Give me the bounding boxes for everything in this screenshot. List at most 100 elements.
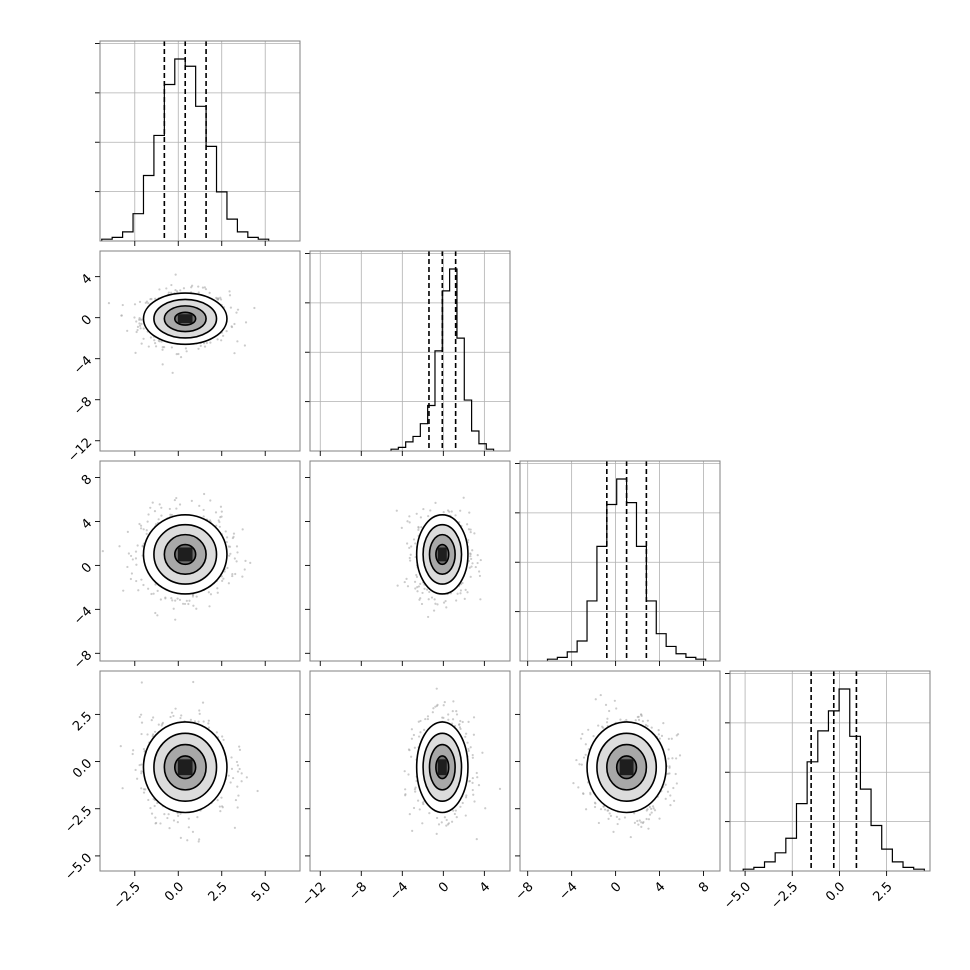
scatter-point xyxy=(602,726,605,729)
frame-3-1 xyxy=(309,670,511,872)
scatter-point xyxy=(410,737,414,740)
scatter-point xyxy=(637,718,641,721)
scatter-point xyxy=(650,807,653,811)
scatter-point xyxy=(185,350,188,353)
scatter-point xyxy=(603,808,607,811)
scatter-point xyxy=(133,316,136,319)
scatter-point xyxy=(136,544,139,547)
scatter-point xyxy=(230,767,234,770)
hist-panel-1 xyxy=(305,250,511,456)
scatter-point xyxy=(140,772,143,775)
y-tick-label-3-3: 2.5 xyxy=(70,709,95,734)
scatter-point xyxy=(467,528,471,531)
scatter-point xyxy=(648,813,652,816)
scatter-point xyxy=(434,602,437,605)
scatter-point xyxy=(229,306,233,309)
x-tick-label-0-2: 2.5 xyxy=(206,879,231,904)
scatter-point xyxy=(245,776,248,779)
scatter-point xyxy=(241,528,244,531)
scatter-point xyxy=(670,737,673,740)
scatter-point xyxy=(462,496,465,499)
x-tick-label-2-0: −8 xyxy=(513,879,537,903)
scatter-point xyxy=(435,816,439,820)
histogram-1 xyxy=(390,268,495,451)
scatter-point xyxy=(139,527,143,530)
scatter-point xyxy=(142,327,145,330)
scatter-point xyxy=(641,821,645,825)
frame-2-2 xyxy=(519,460,721,662)
scatter-point xyxy=(121,787,124,790)
scatter-point xyxy=(474,565,477,569)
scatter-point xyxy=(445,824,448,827)
density-content-3-0 xyxy=(119,680,259,843)
scatter-point xyxy=(176,597,179,600)
scatter-point xyxy=(599,808,603,811)
scatter-point xyxy=(170,513,174,517)
scatter-point xyxy=(231,573,234,576)
scatter-point xyxy=(179,289,182,292)
scatter-point xyxy=(606,717,609,720)
scatter-point xyxy=(158,288,161,291)
scatter-point xyxy=(198,709,201,712)
scatter-point xyxy=(403,770,406,773)
scatter-point xyxy=(414,542,417,545)
scatter-point xyxy=(645,817,648,821)
scatter-point xyxy=(437,823,441,826)
scatter-point xyxy=(435,832,438,835)
scatter-point xyxy=(416,799,420,802)
scatter-point xyxy=(142,583,145,587)
scatter-point xyxy=(238,767,241,771)
scatter-point xyxy=(633,821,637,824)
scatter-point xyxy=(646,808,649,811)
y-tick-label-1-0: −12 xyxy=(65,435,95,465)
scatter-point xyxy=(219,298,223,301)
scatter-point xyxy=(674,772,677,776)
scatter-point xyxy=(417,735,421,738)
scatter-point xyxy=(140,721,144,724)
scatter-point xyxy=(443,701,446,704)
hist-panel-2 xyxy=(515,460,721,666)
scatter-point xyxy=(419,582,422,585)
scatter-point xyxy=(421,591,424,595)
density-content-3-1 xyxy=(403,687,502,841)
scatter-point xyxy=(423,728,426,731)
scatter-point xyxy=(216,799,219,802)
scatter-point xyxy=(678,754,682,757)
density-content-1-0 xyxy=(107,273,256,374)
scatter-point xyxy=(400,526,403,530)
scatter-point xyxy=(634,719,637,722)
scatter-point xyxy=(434,501,437,504)
scatter-point xyxy=(236,340,239,343)
scatter-point xyxy=(593,805,597,809)
scatter-point xyxy=(236,308,240,311)
scatter-point xyxy=(228,294,232,297)
scatter-point xyxy=(138,322,141,325)
scatter-point xyxy=(218,525,221,528)
scatter-point xyxy=(153,510,157,513)
scatter-point xyxy=(469,746,472,749)
scatter-point xyxy=(175,353,178,356)
scatter-point xyxy=(147,587,150,590)
scatter-point xyxy=(185,599,188,602)
scatter-point xyxy=(154,345,158,348)
density-content-2-1 xyxy=(395,496,482,619)
scatter-point xyxy=(612,830,615,833)
scatter-point xyxy=(464,588,467,591)
scatter-point xyxy=(154,583,157,586)
scatter-point xyxy=(426,717,430,721)
scatter-point xyxy=(671,757,674,760)
density-content-3-2 xyxy=(572,693,682,839)
scatter-point xyxy=(404,794,407,797)
scatter-point xyxy=(164,596,167,599)
scatter-point xyxy=(179,355,183,359)
scatter-point xyxy=(134,550,138,553)
scatter-point xyxy=(459,589,463,592)
scatter-point xyxy=(416,590,419,593)
density-panel-3-2 xyxy=(515,670,721,876)
scatter-point xyxy=(184,347,187,350)
scatter-point xyxy=(498,787,502,790)
scatter-point xyxy=(129,577,132,581)
scatter-point xyxy=(147,345,150,348)
scatter-point xyxy=(461,720,464,724)
scatter-point xyxy=(156,589,159,592)
